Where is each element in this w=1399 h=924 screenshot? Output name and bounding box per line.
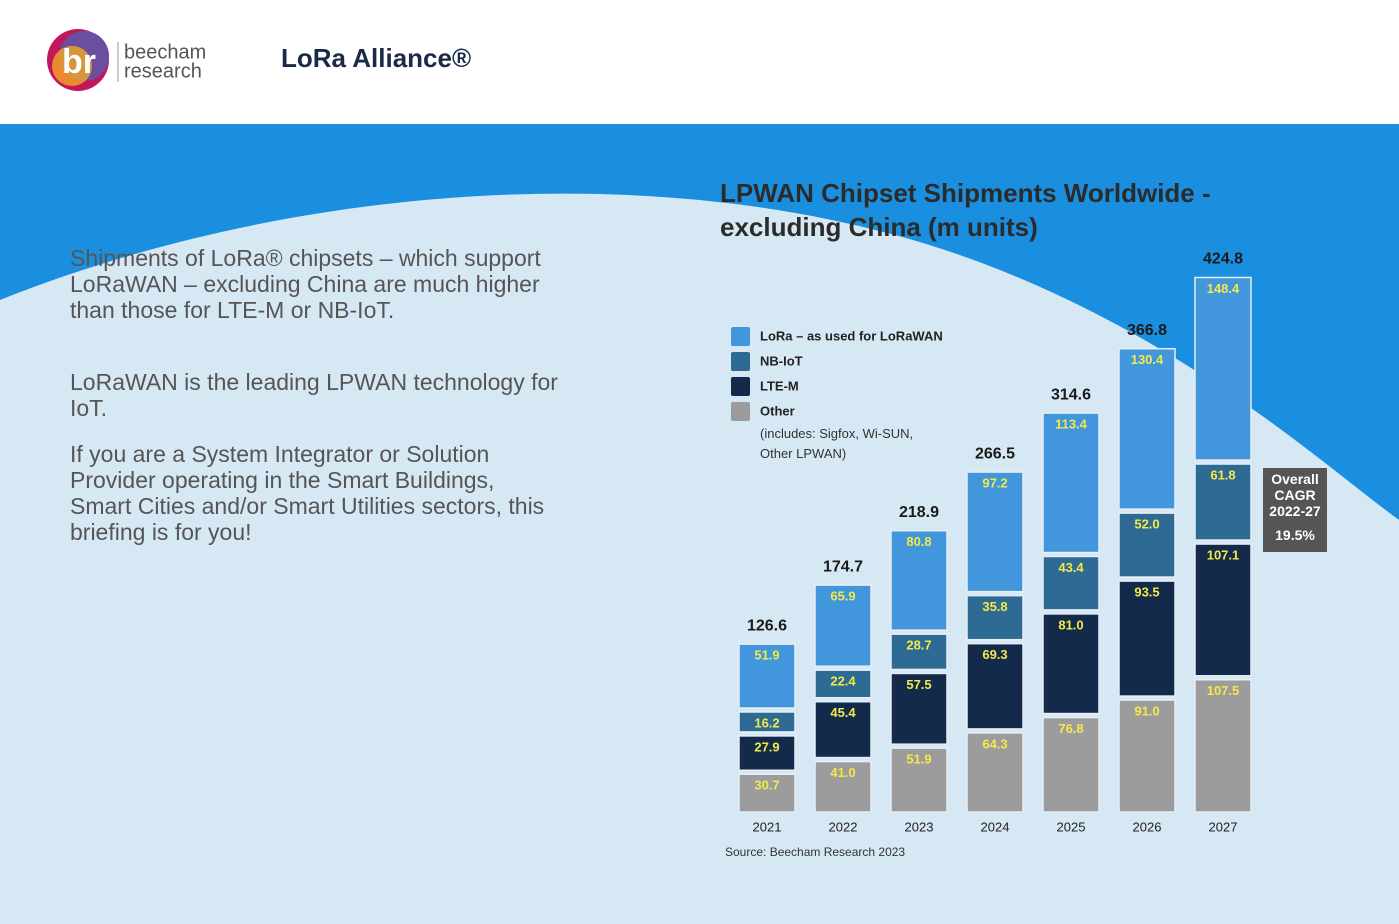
legend-label: NB-IoT [760, 353, 803, 368]
value-label: 52.0 [1134, 517, 1159, 532]
value-label: 16.2 [754, 715, 779, 730]
bar-segment [738, 643, 796, 709]
value-label: 28.7 [906, 638, 931, 653]
bar-segment [814, 584, 872, 667]
total-label: 174.7 [823, 558, 863, 575]
paragraph: Shipments of LoRa® chipsets – which supp… [70, 245, 541, 323]
bar-segment [966, 594, 1024, 641]
cagr-label: Overall CAGR 2022-27 [1269, 471, 1321, 519]
value-label: 41.0 [830, 765, 855, 780]
value-label: 45.4 [830, 705, 856, 720]
br-logo-text: br [62, 43, 96, 81]
value-label: 148.4 [1207, 281, 1240, 296]
total-label: 424.8 [1203, 251, 1243, 268]
total-label: 126.6 [747, 617, 787, 634]
x-tick-label: 2024 [981, 819, 1010, 834]
legend-note: (includes: Sigfox, Wi-SUN, Other LPWAN) [760, 426, 913, 461]
bar-segment [814, 700, 872, 759]
value-label: 107.1 [1207, 547, 1240, 562]
x-tick-label: 2022 [829, 819, 858, 834]
value-label: 130.4 [1131, 352, 1164, 367]
value-label: 69.3 [982, 647, 1007, 662]
value-label: 91.0 [1134, 704, 1159, 719]
value-label: 113.4 [1055, 416, 1088, 431]
bar-segment [1042, 716, 1100, 813]
bar-segment [966, 471, 1024, 593]
bar-segment [1118, 347, 1176, 510]
bar-segment [1194, 276, 1252, 461]
value-label: 65.9 [830, 589, 855, 604]
bar-segment [814, 760, 872, 813]
value-label: 51.9 [906, 752, 931, 767]
bar-segment [738, 711, 796, 733]
beecham-text: beecham [124, 41, 206, 63]
bar-segment [1194, 463, 1252, 541]
value-label: 22.4 [830, 674, 856, 689]
total-label: 314.6 [1051, 386, 1091, 403]
legend-swatch [731, 402, 750, 421]
x-tick-label: 2027 [1209, 819, 1238, 834]
value-label: 76.8 [1058, 721, 1083, 736]
bar-segment [966, 732, 1024, 813]
bar-segment [1118, 580, 1176, 697]
x-tick-label: 2021 [753, 819, 782, 834]
br-logo-accent [52, 46, 92, 86]
legend-swatch [731, 327, 750, 346]
value-label: 35.8 [982, 599, 1007, 614]
bar-segment [890, 747, 948, 813]
x-tick-label: 2026 [1133, 819, 1162, 834]
value-label: 80.8 [906, 534, 931, 549]
bar-segment [738, 735, 796, 771]
value-label: 107.5 [1207, 683, 1240, 698]
value-label: 27.9 [754, 739, 779, 754]
value-label: 97.2 [982, 476, 1007, 491]
bar-segment [890, 633, 948, 671]
paragraph: LoRaWAN is the leading LPWAN technology … [70, 369, 558, 421]
legend-label: LTE-M [760, 378, 799, 393]
legend-swatch [731, 377, 750, 396]
x-tick-label: 2023 [905, 819, 934, 834]
source: Source: Beecham Research 2023 [725, 845, 905, 859]
bar-segment [1042, 613, 1100, 715]
value-label: 61.8 [1210, 467, 1235, 482]
bar-segment [1118, 512, 1176, 578]
bar-segment [1194, 679, 1252, 813]
cagr-box: Overall CAGR 2022-27 19.5% [1263, 468, 1327, 552]
total-label: 266.5 [975, 445, 1015, 462]
bar-segment [1194, 543, 1252, 677]
value-label: 64.3 [982, 736, 1007, 751]
research-text: research [124, 60, 202, 82]
bar-segment [1042, 412, 1100, 554]
value-label: 51.9 [754, 648, 779, 663]
bar-segment [890, 530, 948, 631]
legend-label: LoRa – as used for LoRaWAN [760, 328, 943, 343]
value-label: 81.0 [1058, 617, 1083, 632]
x-tick-label: 2025 [1057, 819, 1086, 834]
bar-segment [1118, 699, 1176, 813]
bar-segment [890, 672, 948, 745]
total-label: 366.8 [1127, 322, 1167, 339]
value-label: 43.4 [1058, 560, 1084, 575]
bar-segment [966, 642, 1024, 730]
legend-swatch [731, 352, 750, 371]
chart-title: LPWAN Chipset Shipments Worldwide - excl… [720, 178, 1211, 242]
bar-segment [814, 669, 872, 699]
value-label: 93.5 [1134, 585, 1159, 600]
value-label: 30.7 [754, 778, 779, 793]
cagr-value: 19.5% [1275, 527, 1315, 543]
legend-label: Other [760, 403, 795, 418]
total-label: 218.9 [899, 504, 939, 521]
paragraph: If you are a System Integrator or Soluti… [70, 441, 545, 545]
lora-logo: LoRa Alliance® [281, 43, 471, 73]
bar-segment [738, 773, 796, 813]
bar-segment [1042, 555, 1100, 611]
value-label: 57.5 [906, 677, 931, 692]
